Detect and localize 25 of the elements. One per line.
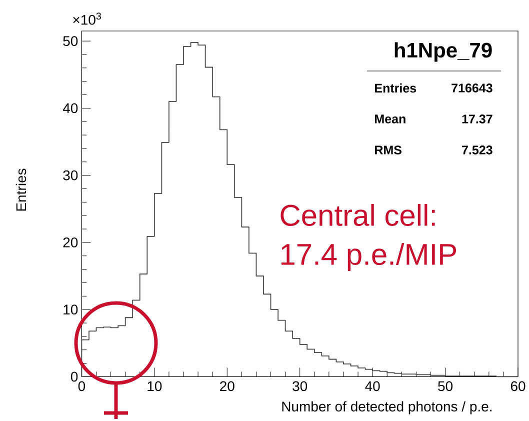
y-tick-label: 50 <box>63 36 78 46</box>
text: h1Npe_79 <box>394 42 492 62</box>
x-tick-label: 60 <box>510 381 526 392</box>
annotation: 17.4 p.e./MIP <box>281 243 456 271</box>
annotation: 17.37 <box>462 114 492 124</box>
x-tick-label: 40 <box>365 381 380 392</box>
x-tick-label: 20 <box>220 381 234 392</box>
x-tick-label: 50 <box>438 381 453 392</box>
x-tick-label: 10 <box>148 381 162 392</box>
x-tick-label: 0 <box>78 381 86 392</box>
annotation: Mean <box>375 114 406 124</box>
x-tick-label: 30 <box>292 381 308 392</box>
y-tick-label: 20 <box>63 237 78 248</box>
y-tick-label: 0 <box>70 372 78 382</box>
annotation: Entries <box>375 83 416 93</box>
annotation: Central cell: <box>280 204 435 226</box>
annotation: RMS <box>375 146 402 154</box>
text: ×10$^{3}$ <box>73 12 101 25</box>
y-tick-label: 40 <box>62 103 78 114</box>
y-tick-label: 10 <box>64 304 78 315</box>
x-axis-title: Number of detected photons / p.e. <box>282 401 492 414</box>
y-tick-label: 30 <box>63 170 78 180</box>
annotation: 7.523 <box>462 146 492 154</box>
y-axis-title: Entries <box>16 168 26 211</box>
annotation: 716643 <box>452 84 492 92</box>
